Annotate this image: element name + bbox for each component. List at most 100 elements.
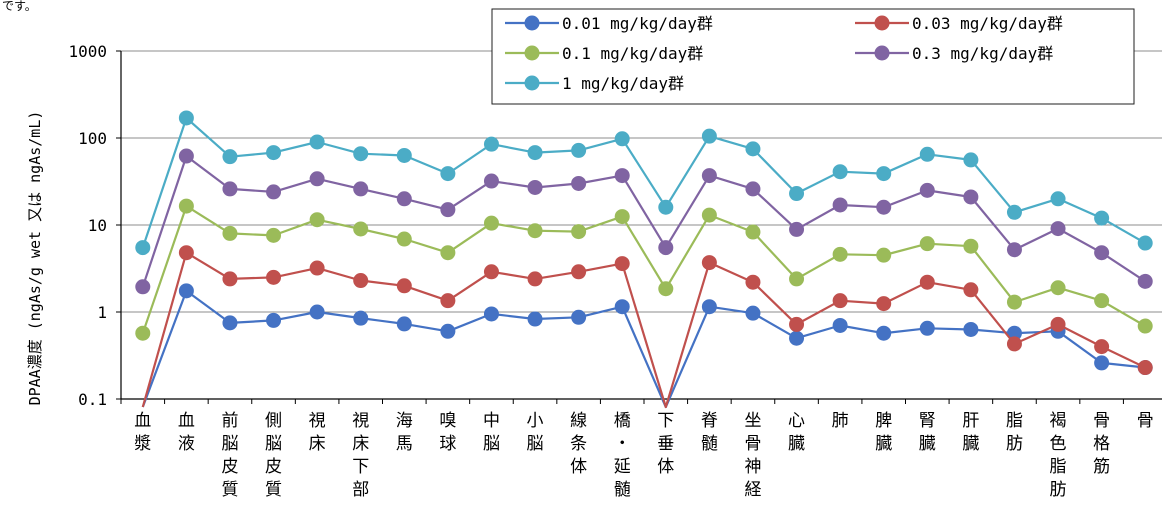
data-point [658,240,674,256]
data-point [309,134,325,150]
data-point [309,304,325,320]
data-point [1094,339,1110,355]
x-category-label: 視床 [309,411,326,454]
data-point [1050,221,1066,237]
data-point [1050,316,1066,332]
data-point [222,271,238,287]
legend-label: 0.01 mg/kg/day群 [562,14,713,33]
data-point [789,271,805,287]
legend-label: 0.3 mg/kg/day群 [912,44,1053,63]
x-category-label: 前脳皮質 [221,411,238,500]
data-point [1094,355,1110,371]
data-point [832,164,848,180]
data-point [1006,325,1022,341]
data-point [266,184,282,200]
data-point [876,325,892,341]
data-point [353,221,369,237]
data-point [483,306,499,322]
data-point [963,282,979,298]
data-point [614,131,630,147]
data-point [309,212,325,228]
legend: 0.01 mg/kg/day群 0.03 mg/kg/day群 0.1 mg/kg/… [491,8,1135,105]
data-point [527,311,543,327]
y-tick-label: 1000 [68,42,107,61]
data-point [483,215,499,231]
data-point [440,323,456,339]
data-point [963,321,979,337]
data-point [701,255,717,271]
top-note: です。 [2,0,37,13]
data-point [396,231,412,247]
data-point [571,264,587,280]
data-point [309,171,325,187]
data-point [832,293,848,309]
data-point [789,186,805,202]
series-group [135,110,1153,409]
data-point [440,245,456,261]
x-category-label: 血漿 [134,411,151,454]
x-category-label: 小脳 [527,411,544,454]
data-point [266,269,282,285]
data-point [701,207,717,223]
data-point [876,166,892,182]
data-point [789,221,805,237]
data-point [1006,204,1022,220]
x-category-label: 視床下部 [352,411,369,500]
y-tick-label: 100 [78,129,107,148]
x-category-label: 中脳 [483,411,500,454]
data-point [527,223,543,239]
data-point [832,197,848,213]
data-point [135,240,151,256]
data-point [571,309,587,325]
data-point [832,317,848,333]
data-point [178,198,194,214]
x-category-label: 肺 [832,411,849,431]
legend-swatch-marker [874,15,890,31]
data-point [876,199,892,215]
data-point [919,146,935,162]
data-point [1094,293,1110,309]
data-point [701,299,717,315]
legend-label: 1 mg/kg/day群 [562,74,684,93]
x-category-label: 脊髄 [701,411,718,454]
y-tick-label: 1 [97,303,107,322]
y-tick-label: 0.1 [78,390,107,409]
data-point [1137,273,1153,289]
data-point [789,316,805,332]
legend-swatch-marker [874,45,890,61]
x-category-label: 橋・延髄 [614,411,631,500]
data-point [1050,280,1066,296]
data-point [178,245,194,261]
data-point [745,141,761,157]
data-point [614,209,630,225]
x-category-label: 腎臓 [919,411,936,454]
legend-swatch-marker [524,45,540,61]
data-point [483,136,499,152]
x-category-label: 海馬 [396,411,413,454]
data-point [832,246,848,262]
data-point [178,148,194,164]
data-point [396,278,412,294]
x-category-label: 下垂体 [657,411,674,477]
data-point [527,271,543,287]
data-point [440,202,456,218]
legend-swatch-marker [524,75,540,91]
data-point [1137,360,1153,376]
data-point [658,199,674,215]
data-point [222,315,238,331]
y-tick-label: 10 [88,216,107,235]
x-category-label: 脾臓 [875,411,892,454]
data-point [963,189,979,205]
data-point [353,181,369,197]
series-line [141,155,1146,288]
data-point [614,168,630,184]
data-point [1006,336,1022,352]
data-point [1094,245,1110,261]
data-point [353,146,369,162]
x-category-label: 肝臓 [962,411,979,454]
legend-label: 0.1 mg/kg/day群 [562,44,703,63]
data-point [396,147,412,163]
data-point [571,142,587,158]
x-category-label: 側脳皮質 [265,411,282,500]
x-category-label: 骨格筋 [1093,411,1110,477]
